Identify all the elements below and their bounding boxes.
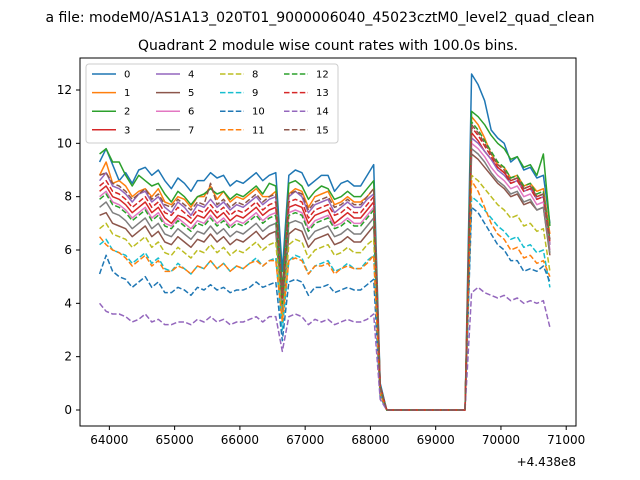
legend-label-3: 3 — [124, 125, 130, 136]
series-line-13 — [99, 126, 551, 411]
x-tick-label: 71000 — [547, 433, 585, 447]
x-tick-label: 64000 — [90, 433, 128, 447]
x-tick-label: 70000 — [482, 433, 520, 447]
legend-label-7: 7 — [188, 125, 194, 136]
x-tick-label: 68000 — [351, 433, 389, 447]
y-tick-label: 6 — [64, 243, 72, 257]
y-tick-label: 2 — [64, 350, 72, 364]
series-line-7 — [99, 147, 551, 411]
legend-label-11: 11 — [252, 125, 265, 136]
x-tick-label: 67000 — [286, 433, 324, 447]
y-tick-label: 4 — [64, 296, 72, 310]
series-line-1 — [98, 115, 551, 411]
series-line-4 — [98, 137, 551, 411]
x-tick-label: 65000 — [156, 433, 194, 447]
chart-title: Quadrant 2 module wise count rates with … — [138, 38, 518, 54]
legend-label-12: 12 — [316, 70, 329, 81]
series-line-10 — [98, 206, 551, 411]
series-line-5 — [99, 153, 551, 411]
y-axis: 0 2 4 6 8 10 12 — [57, 83, 80, 417]
legend-label-13: 13 — [316, 88, 329, 99]
legend-label-6: 6 — [188, 107, 194, 118]
series-line-11 — [98, 179, 551, 411]
legend-label-1: 1 — [124, 88, 130, 99]
series-layer — [98, 73, 551, 411]
y-tick-label: 0 — [64, 403, 72, 417]
series-line-2 — [99, 110, 551, 411]
legend-box — [85, 63, 339, 144]
series-line-3 — [99, 131, 551, 411]
figure-suptitle: a file: modeM0/AS1A13_020T01_9000006040_… — [46, 10, 595, 26]
series-line-15 — [99, 123, 551, 411]
series-line-9 — [99, 195, 551, 411]
plot-area-frame — [79, 57, 577, 427]
legend-label-4: 4 — [188, 70, 194, 81]
legend-label-2: 2 — [124, 107, 130, 118]
y-tick-label: 8 — [64, 190, 72, 204]
series-line-12 — [99, 121, 551, 411]
legend-label-10: 10 — [252, 107, 265, 118]
series-line-6 — [99, 142, 551, 411]
x-offset-text: +4.438e8 — [517, 455, 576, 469]
x-tick-label: 69000 — [417, 433, 455, 447]
legend-label-5: 5 — [188, 88, 194, 99]
legend-label-15: 15 — [316, 125, 329, 136]
legend-label-9: 9 — [252, 88, 258, 99]
x-axis: 64000 65000 66000 67000 68000 69000 70000 71000 — [90, 426, 585, 447]
y-tick-label: 10 — [57, 136, 72, 150]
series-line-14 — [98, 286, 551, 411]
legend-label-8: 8 — [252, 70, 258, 81]
series-line-8 — [99, 174, 551, 411]
legend-label-14: 14 — [316, 107, 329, 118]
series-line-0 — [98, 73, 551, 411]
legend-label-0: 0 — [124, 70, 130, 81]
x-tick-label: 66000 — [221, 433, 259, 447]
y-tick-label: 12 — [57, 83, 72, 97]
